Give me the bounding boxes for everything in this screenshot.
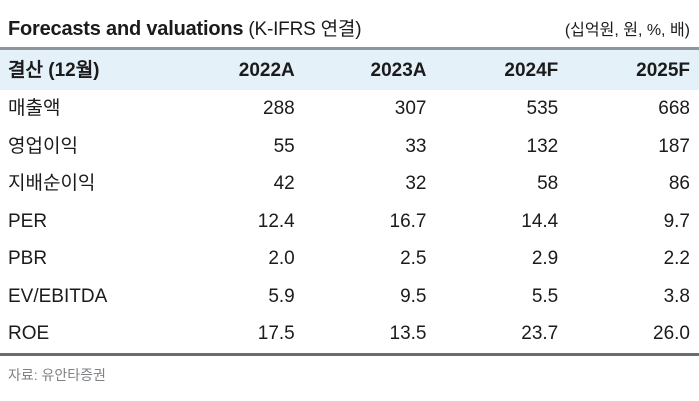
row-label: 매출액 [8, 98, 61, 120]
cell-value: 132 [526, 135, 559, 157]
column-header-2025F: 2025F [636, 59, 690, 81]
forecasts-valuations-table: 결산 (12월) 2022A 2023A 2024F 2025F 매출액 288… [0, 47, 699, 356]
cell-value: 55 [273, 135, 295, 157]
cell-value: 13.5 [389, 323, 427, 345]
cell-value: 5.9 [268, 285, 295, 307]
title-text: Forecasts and valuations [8, 18, 244, 40]
cell-value: 12.4 [257, 210, 295, 232]
cell-value: 2.0 [268, 248, 295, 270]
cell-value: 17.5 [257, 323, 295, 345]
table-row: PER 12.4 16.7 14.4 9.7 [0, 203, 699, 241]
page-title: Forecasts and valuations (K-IFRS 연결) [8, 14, 362, 41]
cell-value: 9.7 [663, 210, 690, 232]
cell-value: 307 [394, 98, 427, 120]
cell-value: 535 [526, 98, 559, 120]
cell-value: 5.5 [531, 285, 559, 307]
table-row: 지배순이익 42 32 58 86 [0, 165, 699, 203]
table-row: ROE 17.5 13.5 23.7 26.0 [0, 315, 699, 353]
table-row: 매출액 288 307 535 668 [0, 90, 699, 128]
cell-value: 23.7 [521, 323, 559, 345]
cell-value: 86 [668, 173, 690, 195]
units-label: (십억원, 원, %, 배) [564, 22, 690, 39]
title-band: Forecasts and valuations (K-IFRS 연결) (십억… [0, 0, 699, 47]
row-label: 지배순이익 [8, 173, 96, 195]
cell-value: 33 [405, 135, 427, 157]
cell-value: 668 [658, 98, 690, 120]
column-header-2023A: 2023A [370, 59, 427, 81]
table-row: PBR 2.0 2.5 2.9 2.2 [0, 240, 699, 278]
column-header-2022A: 2022A [238, 59, 295, 81]
row-label: 영업이익 [8, 135, 78, 157]
row-label: ROE [8, 323, 50, 345]
cell-value: 26.0 [653, 323, 690, 345]
table-header-row: 결산 (12월) 2022A 2023A 2024F 2025F [0, 50, 699, 90]
header-label: 결산 (12월) [8, 59, 100, 81]
table-row: EV/EBITDA 5.9 9.5 5.5 3.8 [0, 278, 699, 316]
row-label: PER [8, 210, 48, 232]
cell-value: 42 [273, 173, 295, 195]
source-note: 자료: 유안타증권 [8, 366, 106, 383]
cell-value: 58 [537, 173, 559, 195]
cell-value: 3.8 [663, 285, 690, 307]
cell-value: 2.9 [531, 248, 559, 270]
cell-value: 16.7 [389, 210, 427, 232]
cell-value: 2.5 [400, 248, 427, 270]
row-label: EV/EBITDA [8, 285, 108, 307]
row-label: PBR [8, 248, 48, 270]
cell-value: 14.4 [521, 210, 559, 232]
cell-value: 9.5 [400, 285, 427, 307]
title-suffix: (K-IFRS 연결) [243, 19, 362, 40]
cell-value: 32 [405, 173, 427, 195]
column-header-2024F: 2024F [504, 59, 559, 81]
table-row: 영업이익 55 33 132 187 [0, 128, 699, 166]
cell-value: 2.2 [663, 248, 690, 270]
cell-value: 187 [658, 135, 690, 157]
cell-value: 288 [263, 98, 295, 120]
